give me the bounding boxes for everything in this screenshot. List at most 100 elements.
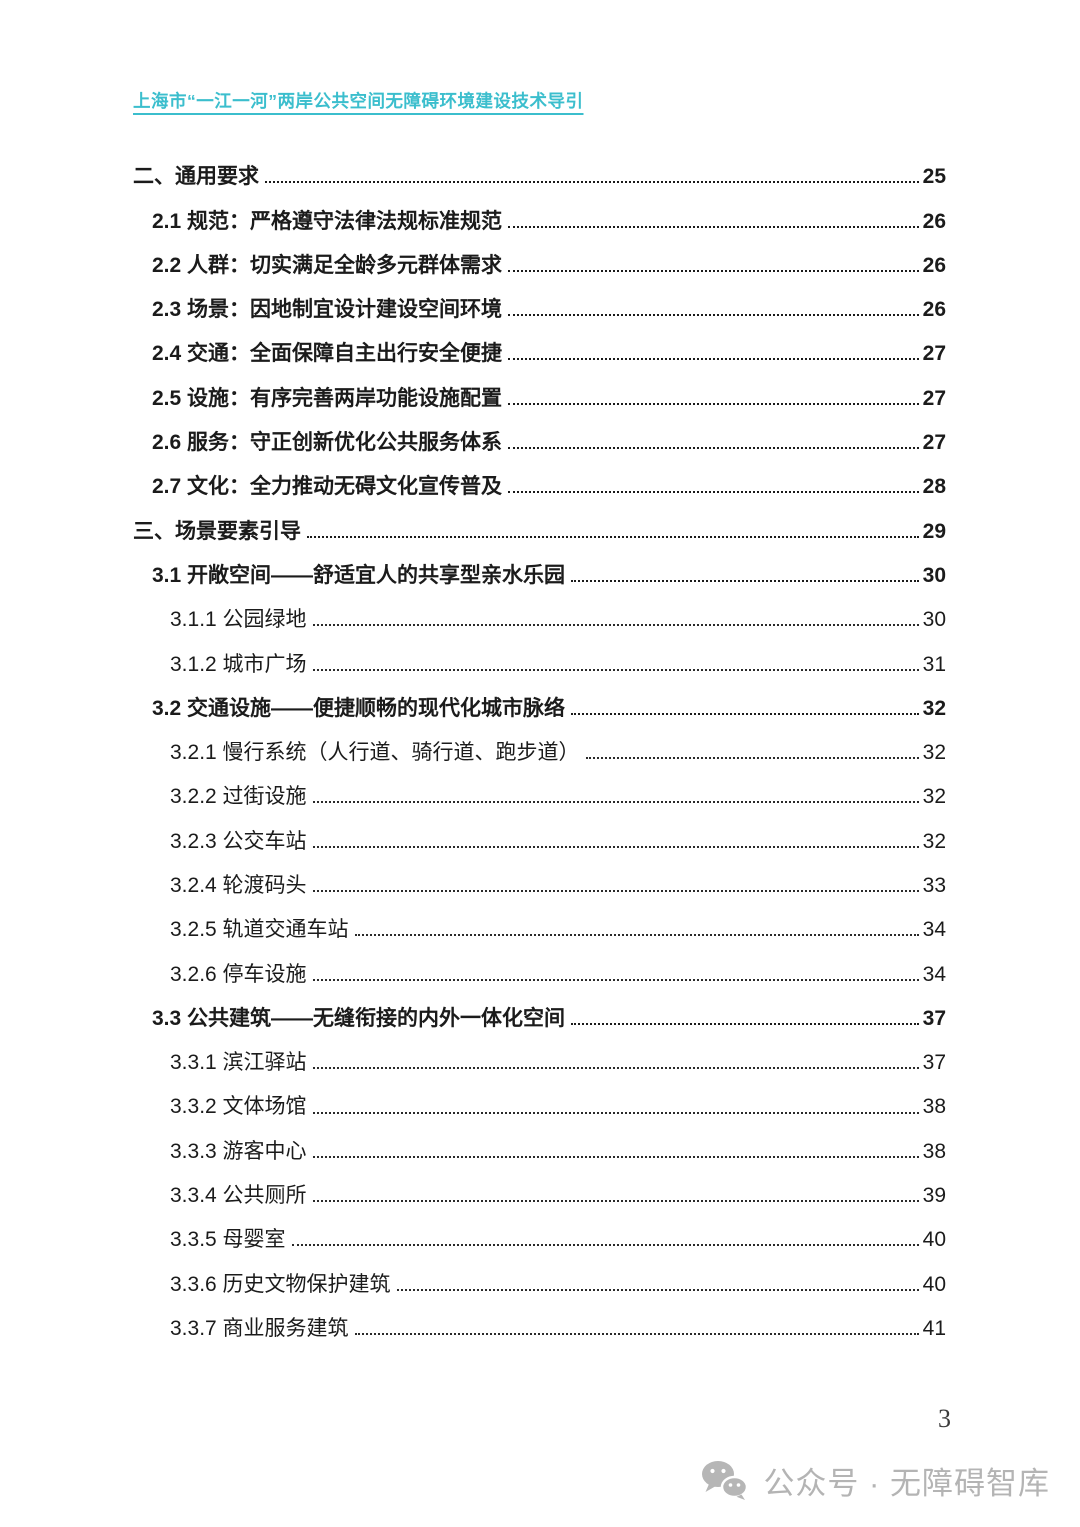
toc-entry[interactable]: 2.2 人群：切实满足全龄多元群体需求 26	[133, 241, 946, 285]
toc-entry[interactable]: 3.1 开敞空间——舒适宜人的共享型亲水乐园 30	[133, 551, 946, 595]
toc-entry[interactable]: 3.1.2 城市广场 31	[133, 639, 946, 683]
toc-list: 二、通用要求 25 2.1 规范：严格遵守法律法规标准规范 26 2.2 人群：…	[133, 152, 946, 1348]
toc-entry-label: 2.1 规范：严格遵守法律法规标准规范	[152, 209, 503, 233]
toc-entry-page: 32	[922, 741, 946, 765]
toc-entry[interactable]: 3.2.4 轮渡码头 33	[133, 861, 946, 905]
toc-entry-page: 27	[922, 342, 946, 366]
toc-dot-leader	[312, 1200, 919, 1203]
toc-dot-leader	[312, 1111, 919, 1114]
toc-entry-page: 31	[922, 652, 946, 676]
toc-entry[interactable]: 2.4 交通：全面保障自主出行安全便捷 27	[133, 329, 946, 373]
toc-entry[interactable]: 3.3.2 文体场馆 38	[133, 1082, 946, 1126]
toc-entry-page: 34	[922, 918, 946, 942]
toc-entry-page: 28	[922, 475, 946, 499]
toc-entry-label: 3.2.5 轨道交通车站	[170, 918, 349, 942]
toc-dot-leader	[291, 1244, 919, 1247]
toc-entry[interactable]: 3.3 公共建筑——无缝衔接的内外一体化空间 37	[133, 994, 946, 1038]
toc-dot-leader	[312, 890, 919, 893]
toc-dot-leader	[571, 1022, 919, 1025]
toc-dot-leader	[508, 491, 919, 494]
toc-entry-label: 3.2.3 公交车站	[170, 829, 307, 853]
toc-entry-label: 3.1.2 城市广场	[170, 652, 307, 676]
toc-dot-leader	[508, 314, 919, 317]
toc-entry-page: 37	[922, 1006, 946, 1030]
toc-entry[interactable]: 3.1.1 公园绿地 30	[133, 595, 946, 639]
toc-entry[interactable]: 3.2.3 公交车站 32	[133, 816, 946, 860]
toc-entry-label: 三、场景要素引导	[133, 519, 301, 543]
toc-entry-page: 39	[922, 1184, 946, 1208]
toc-dot-leader	[571, 579, 919, 582]
wechat-icon	[702, 1461, 749, 1500]
toc-entry-page: 29	[922, 519, 946, 543]
toc-entry-page: 27	[922, 431, 946, 455]
toc-dot-leader	[354, 934, 919, 937]
toc-dot-leader	[571, 712, 919, 715]
toc-entry[interactable]: 2.3 场景：因地制宜设计建设空间环境 26	[133, 285, 946, 329]
toc-entry-page: 34	[922, 962, 946, 986]
toc-entry-label: 3.3.2 文体场馆	[170, 1095, 307, 1119]
toc-entry-page: 30	[922, 563, 946, 587]
toc-entry-label: 3.3 公共建筑——无缝衔接的内外一体化空间	[152, 1006, 566, 1030]
toc-dot-leader	[585, 757, 919, 760]
toc-entry-page: 40	[922, 1228, 946, 1252]
toc-entry[interactable]: 2.7 文化：全力推动无碍文化宣传普及 28	[133, 462, 946, 506]
toc-entry-label: 3.3.7 商业服务建筑	[170, 1316, 349, 1340]
toc-entry-page: 40	[922, 1272, 946, 1296]
toc-entry[interactable]: 3.3.7 商业服务建筑 41	[133, 1304, 946, 1348]
toc-entry-label: 3.3.5 母婴室	[170, 1228, 286, 1252]
toc-entry[interactable]: 3.2 交通设施——便捷顺畅的现代化城市脉络 32	[133, 684, 946, 728]
toc-entry-page: 26	[922, 209, 946, 233]
toc-entry[interactable]: 3.3.3 游客中心 38	[133, 1127, 946, 1171]
toc-dot-leader	[312, 845, 919, 848]
toc-dot-leader	[312, 1155, 919, 1158]
toc-entry[interactable]: 2.5 设施：有序完善两岸功能设施配置 27	[133, 373, 946, 417]
toc-dot-leader	[508, 447, 919, 450]
toc-entry-page: 25	[922, 165, 946, 189]
toc-entry[interactable]: 3.2.1 慢行系统（人行道、骑行道、跑步道） 32	[133, 728, 946, 772]
toc-dot-leader	[354, 1333, 919, 1336]
toc-entry-label: 2.5 设施：有序完善两岸功能设施配置	[152, 386, 503, 410]
toc-entry[interactable]: 3.3.6 历史文物保护建筑 40	[133, 1259, 946, 1303]
toc-entry[interactable]: 3.2.5 轨道交通车站 34	[133, 905, 946, 949]
toc-entry[interactable]: 3.3.1 滨江驿站 37	[133, 1038, 946, 1082]
toc-entry-page: 33	[922, 874, 946, 897]
toc-entry-label: 3.2.1 慢行系统（人行道、骑行道、跑步道）	[170, 741, 580, 765]
toc-entry[interactable]: 3.2.2 过街设施 32	[133, 772, 946, 816]
toc-entry[interactable]: 3.3.4 公共厕所 39	[133, 1171, 946, 1215]
toc-entry-label: 2.4 交通：全面保障自主出行安全便捷	[152, 342, 503, 366]
toc-entry-label: 二、通用要求	[133, 165, 259, 189]
toc-entry-page: 38	[922, 1139, 946, 1163]
toc-entry-page: 26	[922, 253, 946, 277]
toc-entry-page: 32	[922, 696, 946, 720]
toc-entry-label: 3.2.2 过街设施	[170, 785, 307, 809]
toc-entry-label: 3.2.6 停车设施	[170, 962, 307, 986]
toc-dot-leader	[508, 358, 919, 361]
toc-entry[interactable]: 3.2.6 停车设施 34	[133, 949, 946, 993]
toc-entry-page: 32	[922, 829, 946, 853]
toc-entry[interactable]: 2.6 服务：守正创新优化公共服务体系 27	[133, 418, 946, 462]
toc-dot-leader	[312, 1067, 919, 1070]
toc-entry-label: 3.2.4 轮渡码头	[170, 874, 307, 897]
toc-entry[interactable]: 2.1 规范：严格遵守法律法规标准规范 26	[133, 196, 946, 240]
toc-entry[interactable]: 二、通用要求 25	[133, 152, 946, 196]
toc-entry-label: 3.2 交通设施——便捷顺畅的现代化城市脉络	[152, 696, 566, 720]
toc-entry-label: 2.3 场景：因地制宜设计建设空间环境	[152, 298, 503, 322]
toc-dot-leader	[508, 269, 919, 272]
toc-entry-label: 3.3.1 滨江驿站	[170, 1051, 307, 1075]
wechat-watermark-label: 公众号 · 无障碍智库	[763, 1466, 1050, 1501]
toc-entry-page: 32	[922, 785, 946, 809]
toc-dot-leader	[396, 1288, 919, 1291]
running-header-title: 上海市“一江一河”两岸公共空间无障碍环境建设技术导引	[133, 91, 584, 111]
toc-entry-label: 2.2 人群：切实满足全龄多元群体需求	[152, 253, 503, 277]
toc-entry-page: 27	[922, 386, 946, 410]
toc-entry[interactable]: 3.3.5 母婴室 40	[133, 1215, 946, 1259]
toc-dot-leader	[265, 181, 919, 184]
toc-entry-page: 30	[922, 608, 946, 632]
toc-entry-page: 26	[922, 298, 946, 322]
toc-entry[interactable]: 三、场景要素引导 29	[133, 506, 946, 550]
toc-entry-label: 2.6 服务：守正创新优化公共服务体系	[152, 431, 503, 455]
toc-entry-page: 38	[922, 1095, 946, 1119]
wechat-watermark: 公众号 · 无障碍智库	[701, 1458, 1050, 1503]
toc-entry-label: 3.1.1 公园绿地	[170, 608, 307, 632]
